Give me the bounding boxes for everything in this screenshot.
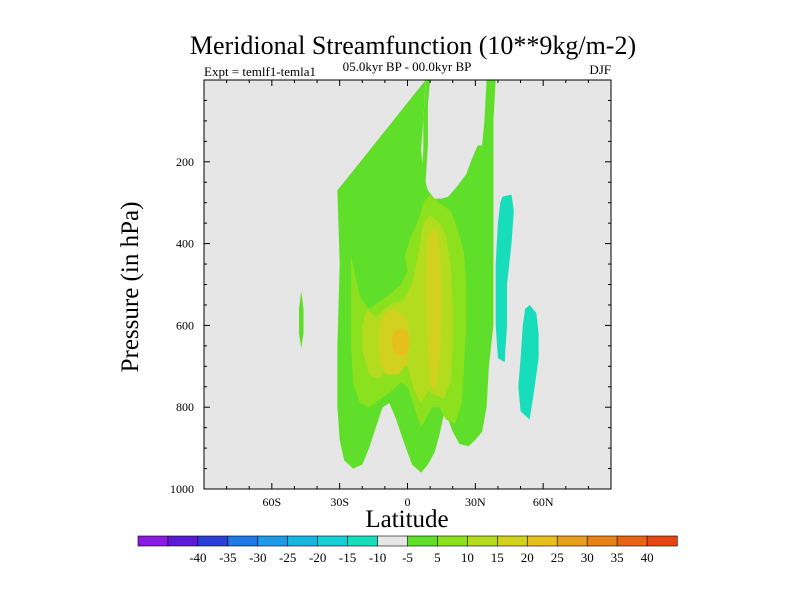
contour-region-level-25-7 bbox=[391, 328, 410, 357]
colorbar-label: 40 bbox=[641, 550, 654, 565]
colorbar-swatch bbox=[556, 535, 588, 547]
contour-region-level-5-2 bbox=[299, 290, 304, 348]
contour-region-level--5-8 bbox=[495, 194, 514, 363]
colorbar-label: -40 bbox=[189, 550, 206, 565]
colorbar-label: 30 bbox=[581, 550, 594, 565]
colorbar-label: -15 bbox=[339, 550, 356, 565]
colorbar-swatch bbox=[437, 535, 468, 547]
x-tick-label: 60N bbox=[533, 495, 554, 509]
colorbar-label: 35 bbox=[611, 550, 624, 565]
colorbar-label: 15 bbox=[491, 550, 504, 565]
axes: 60S 30S 0 30N 60N 1000 800 600 400 200 bbox=[170, 80, 611, 509]
colorbar-swatch bbox=[197, 535, 229, 547]
contour-region-level-20-6 bbox=[425, 227, 442, 391]
colorbar-label: -35 bbox=[219, 550, 236, 565]
colorbar-label: -25 bbox=[279, 550, 296, 565]
y-axis-label: Pressure (in hPa) bbox=[117, 202, 144, 373]
contour-region-level--5-9 bbox=[518, 304, 539, 420]
colorbar-swatch bbox=[257, 535, 289, 547]
colorbar-label: -5 bbox=[402, 550, 413, 565]
colorbar-swatch bbox=[586, 535, 618, 547]
colorbar-label: 10 bbox=[461, 550, 474, 565]
season-label: DJF bbox=[589, 62, 611, 77]
colorbar-swatch bbox=[227, 535, 259, 547]
y-tick-label: 800 bbox=[176, 400, 194, 414]
colorbar-label: 25 bbox=[551, 550, 564, 565]
colorbar-swatch bbox=[137, 535, 169, 547]
colorbar-swatch bbox=[347, 535, 379, 547]
y-tick-label: 1000 bbox=[170, 482, 194, 496]
colorbar-label: -20 bbox=[309, 550, 326, 565]
colorbar-swatch bbox=[407, 535, 439, 547]
colorbar-swatch bbox=[317, 535, 349, 547]
y-tick-label: 400 bbox=[176, 237, 194, 251]
x-axis-label: Latitude bbox=[365, 506, 448, 533]
colorbar-swatch bbox=[377, 535, 409, 547]
x-tick-label: 60S bbox=[262, 495, 281, 509]
colorbar-swatch bbox=[167, 535, 199, 547]
chart-title: Meridional Streamfunction (10**9kg/m-2) bbox=[190, 31, 636, 60]
colorbar-label: 5 bbox=[434, 550, 441, 565]
colorbar-swatch bbox=[646, 535, 678, 547]
colorbar-label: -10 bbox=[369, 550, 386, 565]
y-tick-label: 200 bbox=[176, 155, 194, 169]
chart-subtitle: 05.0kyr BP - 00.0kyr BP bbox=[343, 59, 472, 74]
contour-regions bbox=[299, 80, 539, 473]
experiment-label: Expt = temlf1-temla1 bbox=[204, 64, 316, 79]
colorbar-swatch bbox=[497, 535, 528, 547]
colorbar-label: 20 bbox=[521, 550, 534, 565]
colorbar-swatch bbox=[616, 535, 648, 547]
colorbar-swatch bbox=[526, 535, 558, 547]
x-tick-label: 0 bbox=[405, 495, 411, 509]
y-tick-label: 600 bbox=[176, 318, 194, 332]
colorbar: -40 -35 -30 -25 -20 -15 -10 -5 5 10 15 20 25 30 35 40 bbox=[137, 535, 678, 565]
colorbar-swatch bbox=[467, 535, 498, 547]
x-tick-label: 30N bbox=[465, 495, 486, 509]
colorbar-swatch bbox=[287, 535, 319, 547]
colorbar-label: -30 bbox=[249, 550, 266, 565]
x-tick-label: 30S bbox=[330, 495, 349, 509]
